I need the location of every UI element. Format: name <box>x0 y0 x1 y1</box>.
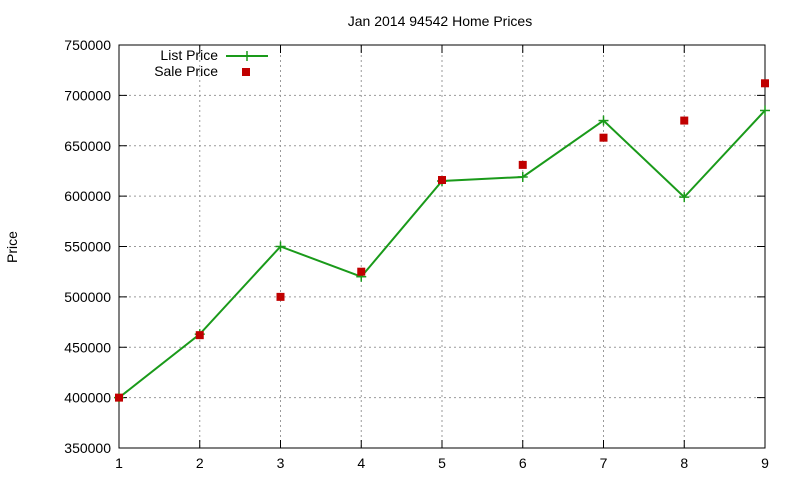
x-axis: 1 2 3 4 5 6 7 8 9 <box>115 45 769 471</box>
list-price-line <box>118 109 766 399</box>
x-tick-label: 3 <box>277 455 285 471</box>
x-tick-label: 9 <box>761 455 769 471</box>
x-tick-label: 2 <box>196 455 204 471</box>
y-tick-label: 350000 <box>64 440 111 456</box>
y-axis-label: Price <box>4 231 20 263</box>
legend-marker-sale-price <box>242 68 250 76</box>
y-tick-label: 700000 <box>64 87 111 103</box>
list-price-point <box>598 115 609 126</box>
series-layer <box>114 79 770 403</box>
x-tick-label: 8 <box>680 455 688 471</box>
legend-label-sale-price: Sale Price <box>154 63 218 79</box>
list-price-point <box>517 171 528 182</box>
y-tick-label: 750000 <box>64 37 111 53</box>
sale-price-point <box>599 133 608 142</box>
sale-price-point <box>518 160 527 169</box>
x-tick-label: 1 <box>115 455 123 471</box>
x-tick-label: 7 <box>600 455 608 471</box>
legend-label-list-price: List Price <box>160 47 218 63</box>
y-tick-label: 600000 <box>64 188 111 204</box>
sale-price-point <box>680 116 689 125</box>
grid-lines <box>119 45 765 448</box>
legend-marker-list-price <box>242 51 252 61</box>
y-tick-label: 400000 <box>64 390 111 406</box>
y-tick-label: 650000 <box>64 138 111 154</box>
list-price-point <box>760 105 770 116</box>
sale-price-point <box>276 292 285 301</box>
sale-price-point <box>761 79 769 88</box>
x-tick-label: 6 <box>519 455 527 471</box>
x-tick-label: 5 <box>438 455 446 471</box>
series-sale-price <box>115 79 769 402</box>
sale-price-point <box>357 267 366 276</box>
list-price-point <box>679 192 690 203</box>
list-price-point <box>275 241 286 252</box>
sale-price-point <box>115 393 123 402</box>
legend: List Price Sale Price <box>154 47 268 79</box>
plot-frame <box>118 44 766 449</box>
y-tick-label: 500000 <box>64 289 111 305</box>
y-axis: 350000 400000 450000 500000 550000 600000 6500… <box>64 37 765 456</box>
sale-price-point <box>195 331 204 340</box>
y-tick-label: 550000 <box>64 239 111 255</box>
y-tick-label: 450000 <box>64 339 111 355</box>
x-tick-label: 4 <box>357 455 365 471</box>
chart-title: Jan 2014 94542 Home Prices <box>348 13 532 29</box>
sale-price-point <box>438 176 446 185</box>
